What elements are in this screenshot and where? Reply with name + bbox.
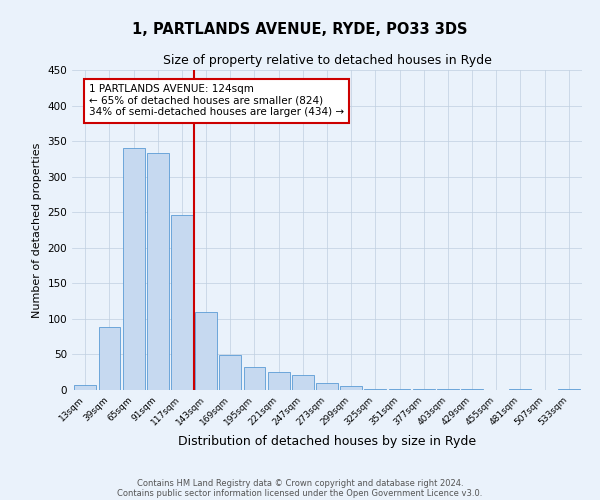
Bar	[316, 383, 338, 390]
Bar	[340, 386, 362, 390]
Text: Contains public sector information licensed under the Open Government Licence v3: Contains public sector information licen…	[118, 488, 482, 498]
Bar	[123, 148, 145, 390]
Text: Contains HM Land Registry data © Crown copyright and database right 2024.: Contains HM Land Registry data © Crown c…	[137, 478, 463, 488]
Bar	[147, 153, 169, 390]
Bar	[74, 385, 96, 390]
Text: 1 PARTLANDS AVENUE: 124sqm
← 65% of detached houses are smaller (824)
34% of sem: 1 PARTLANDS AVENUE: 124sqm ← 65% of deta…	[89, 84, 344, 117]
Bar	[171, 215, 193, 390]
Text: 1, PARTLANDS AVENUE, RYDE, PO33 3DS: 1, PARTLANDS AVENUE, RYDE, PO33 3DS	[132, 22, 468, 38]
X-axis label: Distribution of detached houses by size in Ryde: Distribution of detached houses by size …	[178, 436, 476, 448]
Bar	[292, 375, 314, 390]
Bar	[195, 312, 217, 390]
Bar	[268, 372, 290, 390]
Bar	[244, 367, 265, 390]
Y-axis label: Number of detached properties: Number of detached properties	[32, 142, 42, 318]
Bar	[220, 355, 241, 390]
Bar	[98, 328, 121, 390]
Title: Size of property relative to detached houses in Ryde: Size of property relative to detached ho…	[163, 54, 491, 68]
